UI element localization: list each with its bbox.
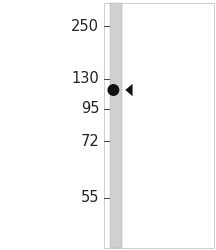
Polygon shape — [125, 84, 133, 96]
Text: 130: 130 — [72, 71, 99, 86]
Text: 55: 55 — [81, 190, 99, 205]
Text: 95: 95 — [81, 101, 99, 116]
Bar — [110, 2, 122, 248]
Text: 72: 72 — [81, 134, 99, 149]
Text: 250: 250 — [71, 19, 99, 34]
Bar — [104, 2, 214, 248]
Ellipse shape — [108, 84, 119, 96]
